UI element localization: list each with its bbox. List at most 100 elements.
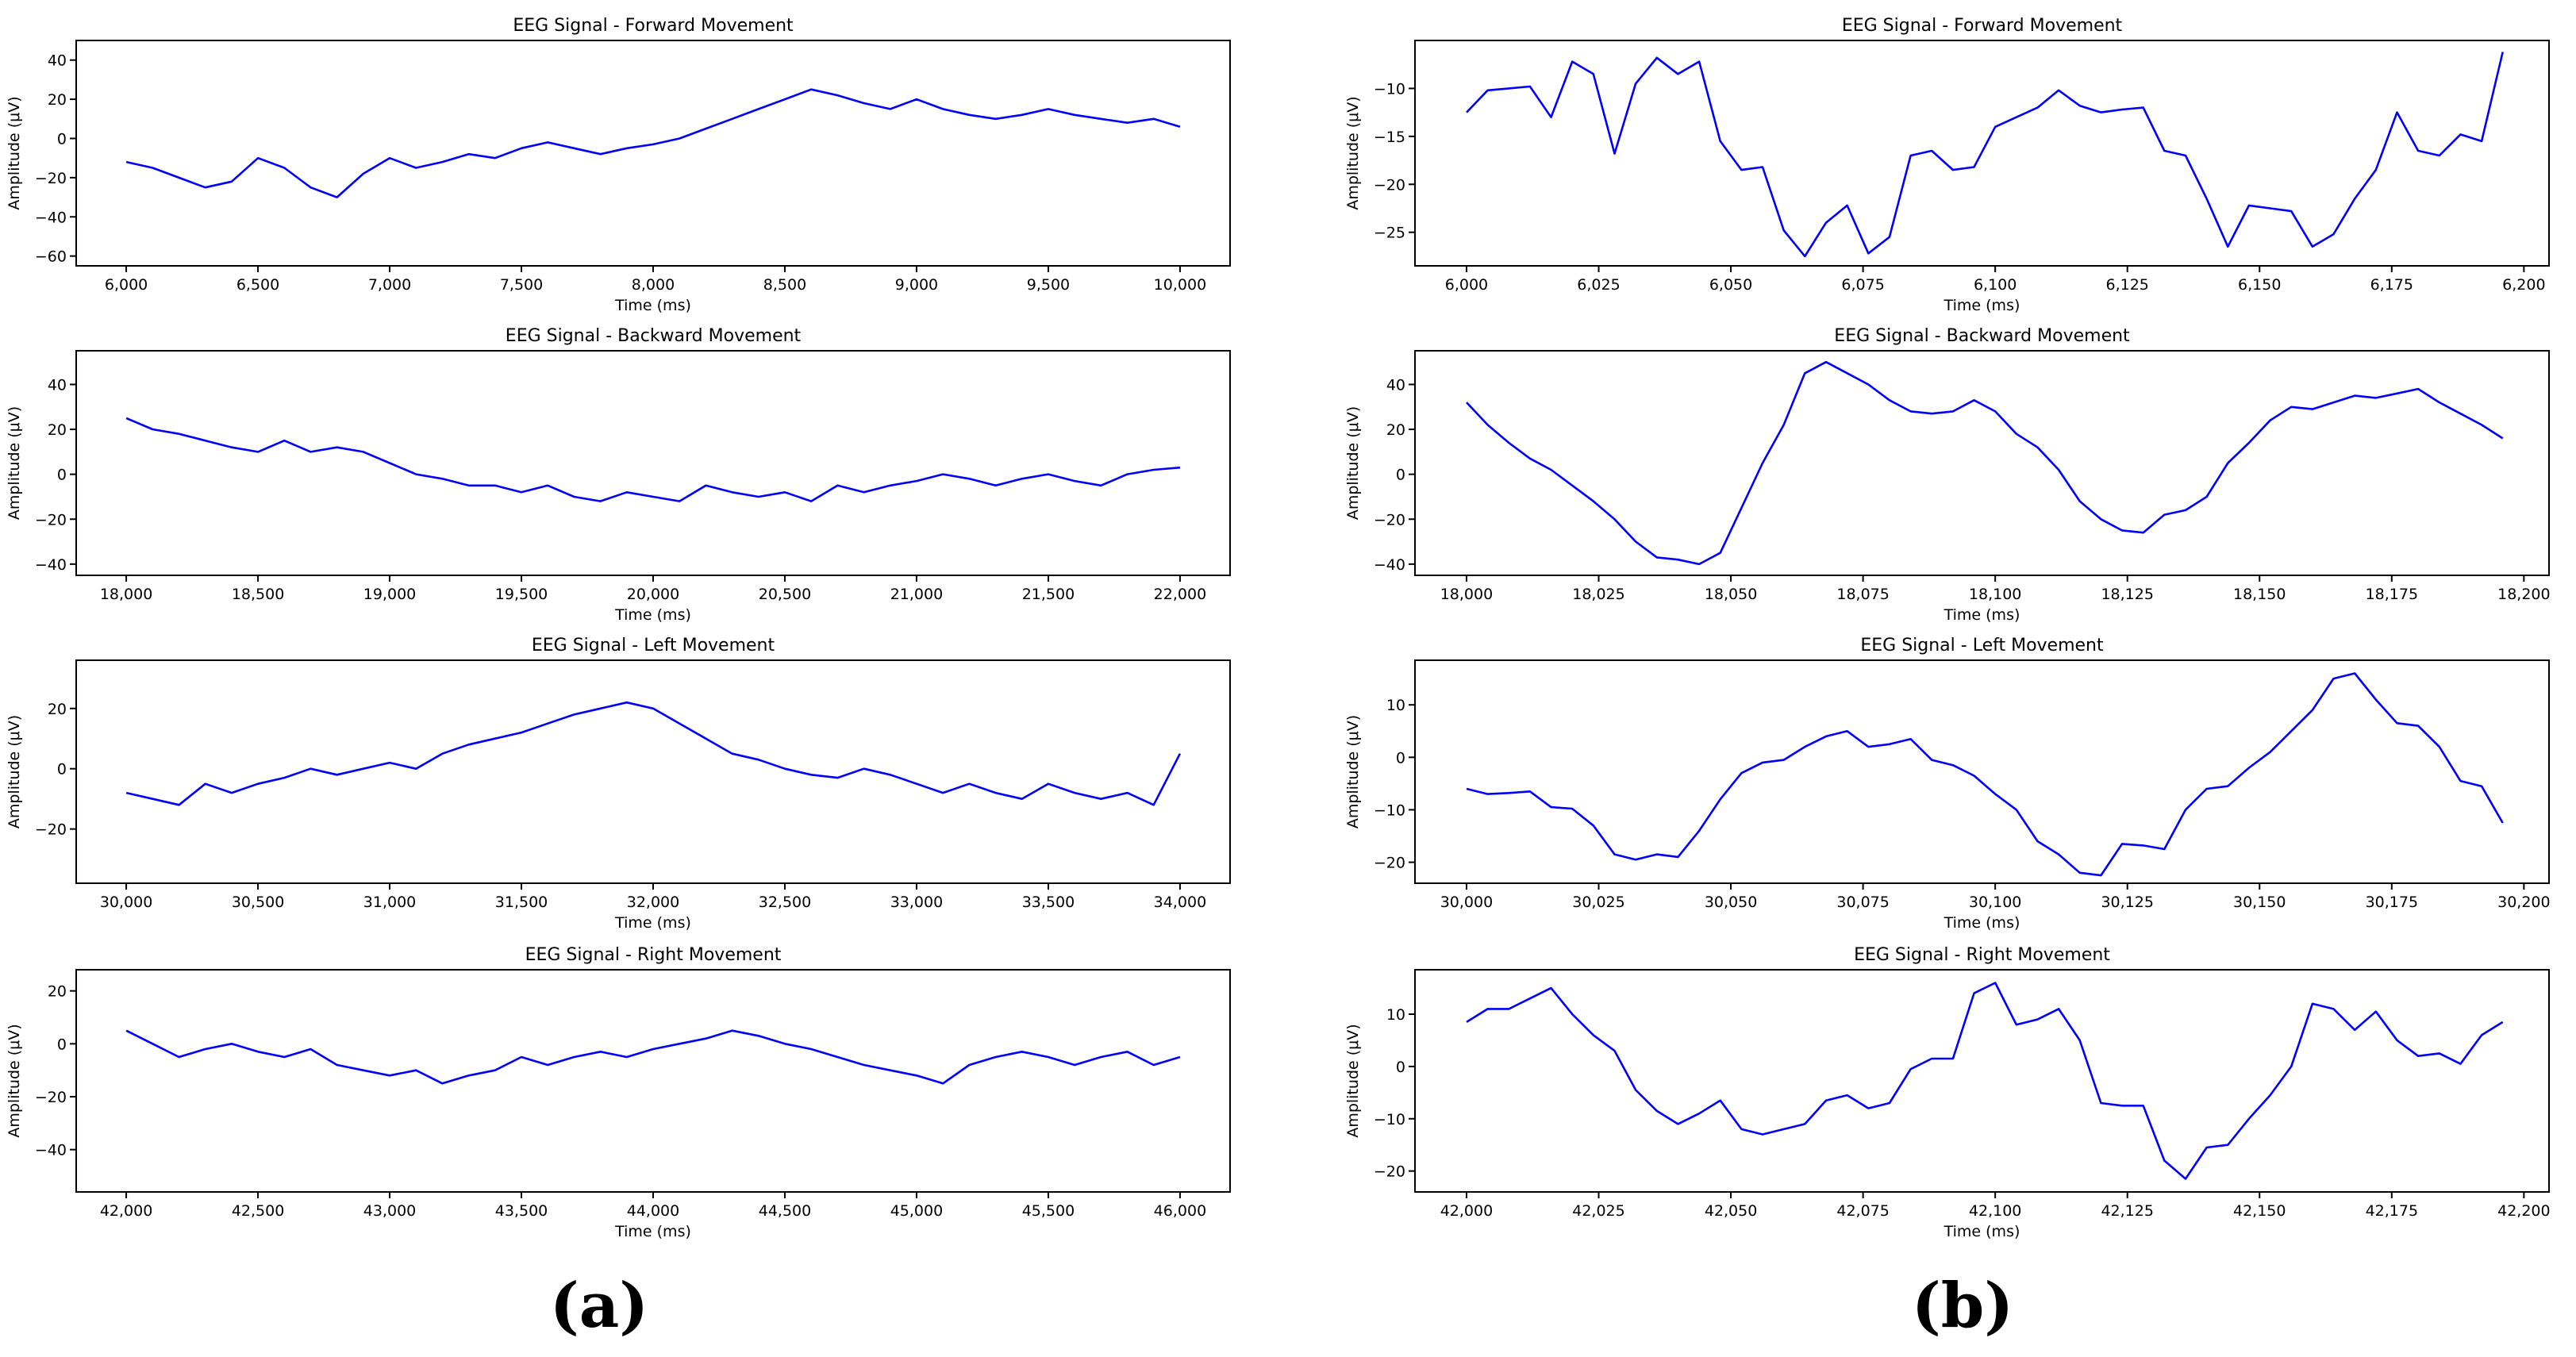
chart-a-2: 30,000 30,500 31,000 31,500 32,000 32,500 33,0…: [6, 636, 1231, 932]
x-tick-label: 18,000: [1440, 586, 1493, 603]
y-tick-label: −20: [1374, 176, 1405, 194]
axes-frame: [75, 350, 1231, 576]
x-tick-label: 30,000: [1440, 894, 1493, 911]
x-tick-label: 6,200: [2502, 276, 2545, 294]
chart-b-0: 6,000 6,025 6,050 6,075 6,100 6,125 6,150 6,175…: [1344, 16, 2550, 314]
x-tick-label: 32,000: [627, 894, 679, 911]
chart-title: EEG Signal - Forward Movement: [513, 16, 794, 36]
x-axis-label: Time (ms): [614, 297, 691, 314]
x-tick-label: 21,000: [890, 586, 943, 603]
chart-title: EEG Signal - Backward Movement: [506, 326, 802, 346]
y-tick-label: 20: [48, 701, 67, 718]
y-tick-label: −40: [1374, 556, 1405, 574]
x-tick-label: 31,500: [495, 894, 548, 911]
x-tick-label: 30,150: [2233, 894, 2286, 911]
y-tick-label: 40: [48, 52, 67, 70]
chart-title: EEG Signal - Forward Movement: [1842, 16, 2123, 36]
x-tick-label: 42,125: [2101, 1202, 2153, 1220]
y-tick-label: 0: [57, 130, 67, 148]
x-tick-label: 31,000: [363, 894, 416, 911]
y-tick-label: 0: [57, 761, 67, 778]
x-axis-label: Time (ms): [614, 1223, 691, 1240]
x-tick-label: 19,500: [495, 586, 548, 603]
chart-a-0: 6,000 6,500 7,000 7,500 8,000 8,500 9,000 9,500…: [6, 16, 1231, 314]
x-tick-label: 6,075: [1841, 276, 1884, 294]
x-tick-label: 18,000: [100, 586, 152, 603]
x-tick-label: 6,050: [1709, 276, 1752, 294]
y-tick-label: −10: [1374, 1111, 1405, 1128]
series-line: [1466, 982, 2504, 1180]
y-tick-label: −60: [35, 248, 67, 266]
y-tick-label: 40: [48, 376, 67, 394]
x-tick-label: 34,000: [1154, 894, 1206, 911]
x-tick-label: 6,025: [1577, 276, 1620, 294]
x-axis-label: Time (ms): [1944, 606, 2020, 624]
series-line: [1466, 52, 2504, 258]
x-tick-label: 44,500: [759, 1202, 811, 1220]
y-tick-label: −20: [35, 1089, 67, 1106]
x-tick-label: 6,000: [105, 276, 148, 294]
y-tick-label: −20: [1374, 855, 1405, 872]
y-tick-label: −15: [1374, 129, 1405, 146]
x-tick-label: 30,175: [2366, 894, 2418, 911]
x-tick-label: 18,075: [1836, 586, 1889, 603]
x-tick-label: 30,050: [1705, 894, 1757, 911]
chart-b-3: 42,000 42,025 42,050 42,075 42,100 42,125 42,1…: [1344, 945, 2551, 1240]
x-tick-label: 42,175: [2366, 1202, 2418, 1220]
x-tick-label: 33,500: [1022, 894, 1075, 911]
y-tick-label: −10: [1374, 80, 1405, 98]
x-tick-label: 30,000: [100, 894, 152, 911]
x-tick-label: 46,000: [1154, 1202, 1206, 1220]
panel-label-a: (a): [550, 1270, 648, 1342]
y-tick-label: 40: [1386, 376, 1405, 394]
x-tick-label: 30,075: [1836, 894, 1889, 911]
x-tick-label: 43,500: [495, 1202, 548, 1220]
x-axis-label: Time (ms): [614, 914, 691, 932]
y-tick-label: −20: [35, 170, 67, 187]
x-tick-label: 6,175: [2370, 276, 2413, 294]
x-tick-label: 7,000: [368, 276, 411, 294]
y-tick-label: −20: [1374, 511, 1405, 529]
x-tick-label: 42,150: [2233, 1202, 2286, 1220]
y-axis-label: Amplitude (μV): [1344, 715, 1362, 828]
x-tick-label: 22,000: [1154, 586, 1206, 603]
y-tick-label: 0: [1396, 749, 1405, 767]
series-line: [125, 701, 1182, 806]
y-tick-label: 20: [48, 421, 67, 439]
y-axis-label: Amplitude (μV): [1344, 406, 1362, 520]
x-tick-label: 9,000: [895, 276, 938, 294]
y-tick-label: −40: [35, 556, 67, 574]
x-tick-label: 18,050: [1705, 586, 1757, 603]
x-tick-label: 6,000: [1445, 276, 1488, 294]
x-tick-label: 6,125: [2106, 276, 2149, 294]
x-tick-label: 6,500: [236, 276, 279, 294]
x-tick-label: 30,125: [2101, 894, 2153, 911]
y-tick-label: −40: [35, 209, 67, 226]
axes-frame: [75, 40, 1231, 267]
x-tick-label: 21,500: [1022, 586, 1075, 603]
y-axis-label: Amplitude (μV): [6, 96, 23, 210]
y-tick-label: −40: [35, 1142, 67, 1159]
x-tick-label: 42,100: [1969, 1202, 2021, 1220]
y-tick-label: 0: [1396, 1059, 1405, 1076]
y-axis-label: Amplitude (μV): [1344, 1024, 1362, 1137]
axes-frame: [75, 969, 1231, 1193]
chart-b-2: 30,000 30,025 30,050 30,075 30,100 30,125 30,1…: [1344, 636, 2551, 932]
chart-title: EEG Signal - Backward Movement: [1834, 326, 2130, 346]
x-tick-label: 42,075: [1836, 1202, 1889, 1220]
axes-frame: [1414, 350, 2550, 576]
x-tick-label: 18,025: [1572, 586, 1624, 603]
y-axis-label: Amplitude (μV): [6, 715, 23, 828]
series-line: [1466, 672, 2504, 877]
y-tick-label: 0: [57, 1036, 67, 1053]
x-tick-label: 18,100: [1969, 586, 2021, 603]
y-tick-label: 10: [1386, 1006, 1405, 1024]
chart-a-3: 42,000 42,500 43,000 43,500 44,000 44,500 45,0…: [6, 945, 1231, 1240]
chart-title: EEG Signal - Left Movement: [532, 636, 775, 655]
x-tick-label: 10,000: [1154, 276, 1206, 294]
x-tick-label: 18,175: [2366, 586, 2418, 603]
x-axis-label: Time (ms): [1944, 914, 2020, 932]
axes-frame: [1414, 969, 2550, 1193]
y-tick-label: −25: [1374, 225, 1405, 242]
